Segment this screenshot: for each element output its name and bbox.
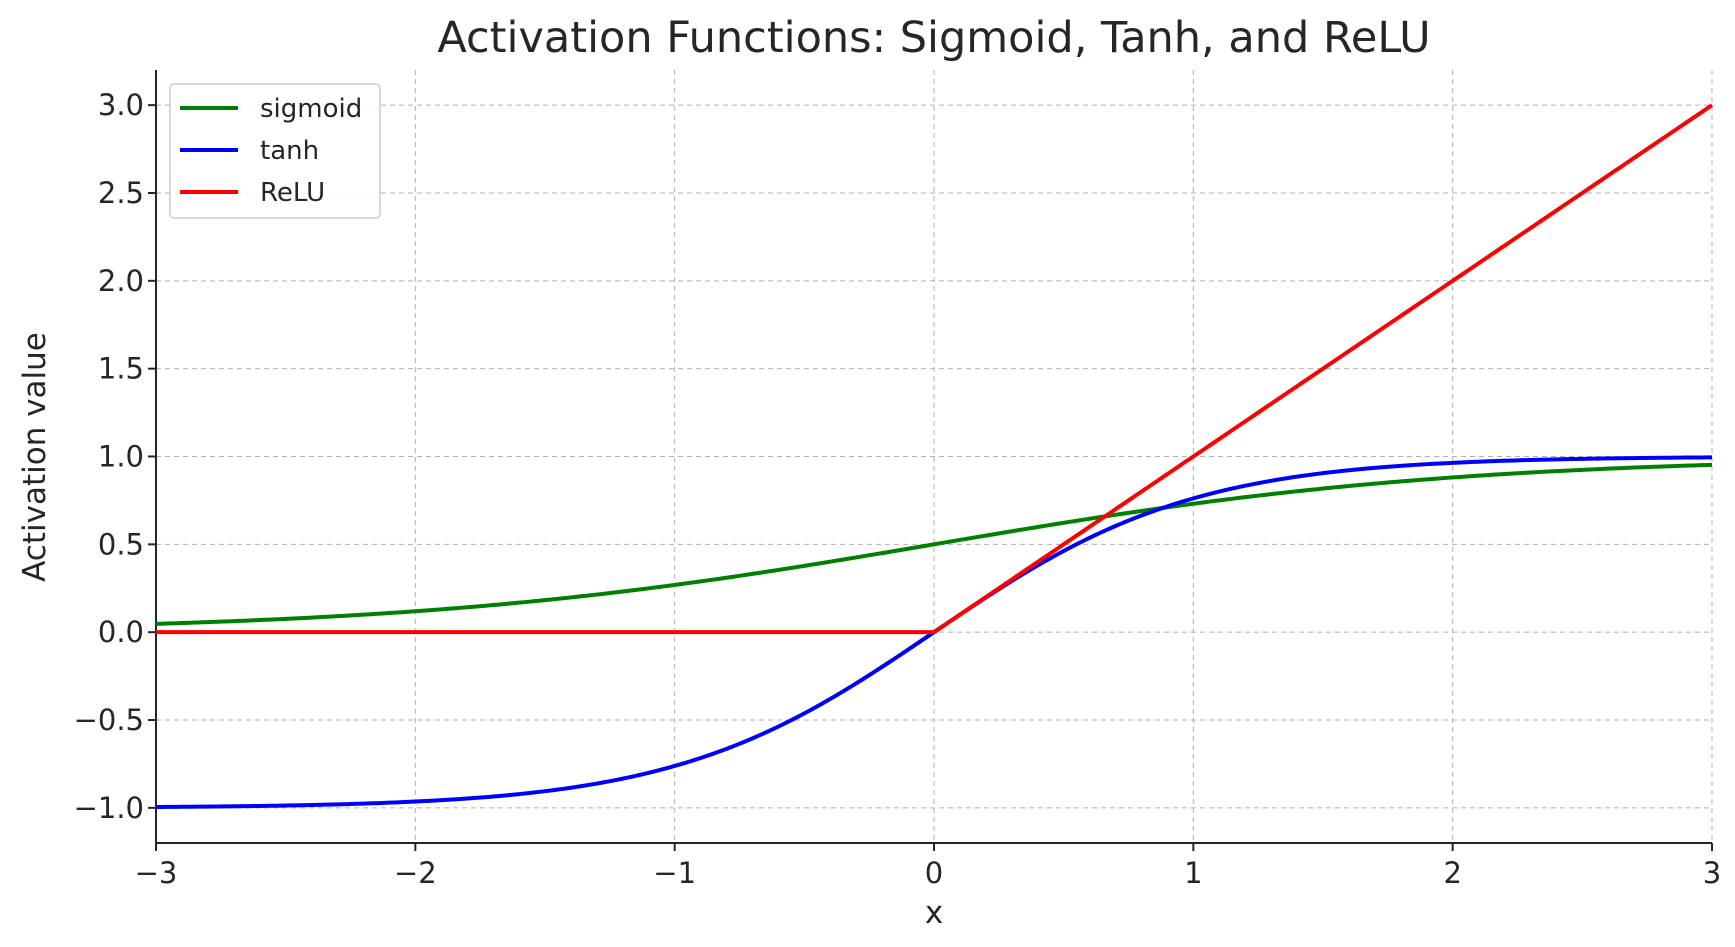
legend-label-sigmoid: sigmoid bbox=[260, 94, 362, 124]
x-tick-label: 3 bbox=[1703, 856, 1721, 890]
legend-label-relu: ReLU bbox=[260, 178, 325, 208]
x-tick-label: −3 bbox=[135, 856, 178, 890]
y-tick-label: 2.5 bbox=[98, 176, 144, 210]
legend: sigmoid tanh ReLU bbox=[169, 83, 381, 219]
legend-box bbox=[169, 83, 381, 219]
x-axis-label: x bbox=[925, 895, 943, 931]
y-tick-label: 2.0 bbox=[98, 264, 144, 298]
chart-title: Activation Functions: Sigmoid, Tanh, and… bbox=[437, 13, 1430, 63]
series-lines bbox=[155, 103, 1714, 809]
y-axis-ticks: −1.0 −0.5 0.0 0.5 1.0 1.5 2.0 2.5 3.0 bbox=[74, 88, 156, 825]
x-axis-ticks: −3 −2 −1 0 1 2 3 bbox=[135, 843, 1721, 890]
y-axis-label: Activation value bbox=[17, 332, 53, 582]
grid-lines bbox=[155, 70, 1713, 843]
x-tick-label: −2 bbox=[394, 856, 437, 890]
x-tick-label: 2 bbox=[1443, 856, 1461, 890]
y-tick-label: −1.0 bbox=[74, 791, 144, 825]
series-line-sigmoid bbox=[155, 462, 1713, 626]
y-tick-label: 1.5 bbox=[98, 352, 144, 386]
y-tick-label: 0.0 bbox=[98, 615, 144, 649]
series-line-relu bbox=[156, 103, 1714, 635]
y-tick-label: 0.5 bbox=[98, 527, 144, 561]
x-tick-label: −1 bbox=[653, 856, 696, 890]
y-tick-label: 1.0 bbox=[98, 440, 144, 474]
x-tick-label: 0 bbox=[925, 856, 943, 890]
y-tick-label: −0.5 bbox=[74, 703, 144, 737]
y-tick-label: 3.0 bbox=[98, 88, 144, 122]
x-tick-label: 1 bbox=[1184, 856, 1202, 890]
legend-label-tanh: tanh bbox=[260, 136, 319, 166]
